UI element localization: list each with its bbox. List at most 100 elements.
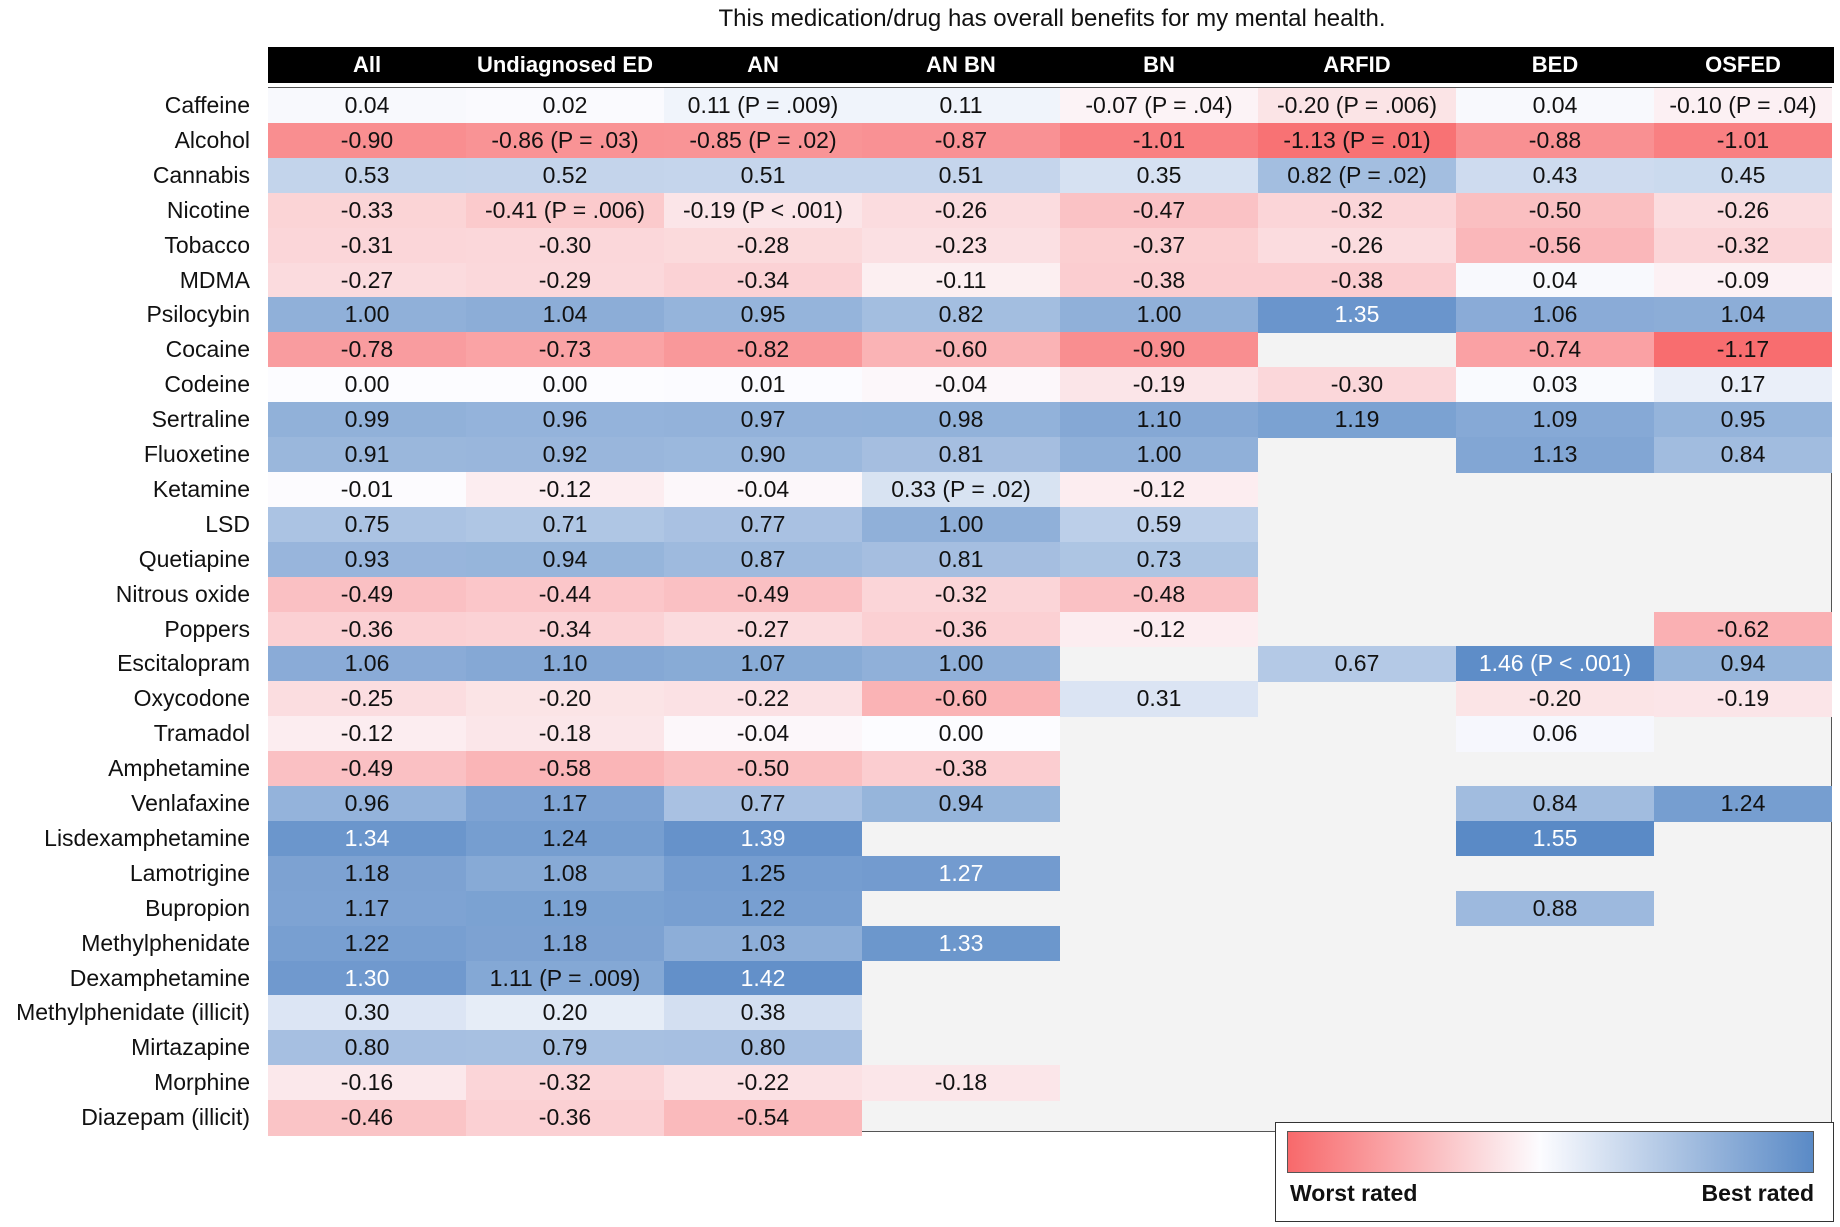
cell-value-label: 0.11 (939, 92, 983, 118)
cell-value-label: 0.88 (1532, 894, 1578, 921)
cell-value-label: 0.87 (740, 545, 786, 572)
heatmap-cell (268, 786, 466, 822)
heatmap-cell (1456, 88, 1654, 124)
cell-value-label: 1.10 (542, 650, 588, 677)
heatmap-cell (1258, 297, 1456, 333)
heatmap-cell (466, 122, 664, 159)
heatmap-cell (1456, 227, 1654, 264)
cell-value-label: 1.19 (1334, 406, 1380, 433)
heatmap-cell (664, 402, 862, 438)
heatmap-cell (268, 1100, 466, 1136)
cell-value-label: -0.09 (1716, 266, 1770, 293)
cell-value-label: 0.96 (344, 790, 390, 816)
heatmap-cell (1456, 367, 1654, 403)
heatmap-cell (862, 855, 1060, 892)
cell-value-label: 0.94 (938, 790, 984, 816)
heatmap-cell (1060, 297, 1258, 333)
legend-low-label: Worst rated (1290, 1180, 1418, 1206)
cell-value-label: 0.00 (938, 720, 984, 747)
heatmap-cell (1654, 122, 1832, 159)
heatmap-cell (466, 506, 664, 543)
cell-value-label: -0.73 (538, 336, 592, 363)
heatmap-cell (1654, 611, 1832, 647)
cell-value-label: -0.78 (340, 336, 394, 363)
cell-value-label: -0.18 (538, 720, 592, 747)
heatmap-cell (466, 262, 664, 298)
row-label-mirtazapine: Mirtazapine (131, 1034, 250, 1061)
cell-value-label: -0.36 (934, 615, 988, 642)
heatmap-cell (466, 88, 664, 124)
heatmap-cell (1060, 611, 1258, 647)
cell-value-label: 0.95 (1720, 406, 1766, 433)
heatmap-cell (664, 192, 862, 229)
cell-value-label: 1.04 (542, 301, 588, 328)
cell-value-label: -0.49 (736, 580, 790, 607)
cell-value-label: 0.04 (1532, 266, 1578, 293)
heatmap-cell (1456, 402, 1654, 438)
heatmap-cell (466, 332, 664, 368)
cell-value-label: 0.71 (542, 510, 588, 537)
heatmap-cell (1060, 122, 1258, 159)
heatmap-cell (862, 925, 1060, 962)
heatmap-cell (664, 437, 862, 473)
cell-value-label: 1.04 (1720, 301, 1766, 328)
heatmap-cell (268, 1065, 466, 1101)
cell-value-label: -0.26 (934, 196, 988, 223)
heatmap-cell (1258, 157, 1456, 194)
cell-value-label: -0.25 (340, 685, 394, 712)
heatmap-cell (466, 995, 664, 1031)
heatmap-cell (1060, 192, 1258, 229)
heatmap-cell (466, 297, 664, 333)
heatmap-cell (268, 88, 466, 124)
cell-value-label: -0.16 (340, 1069, 394, 1096)
heatmap-cell (664, 681, 862, 717)
heatmap-cell (862, 402, 1060, 438)
cell-value-label: 0.04 (1532, 92, 1578, 118)
row-label-cannabis: Cannabis (152, 161, 250, 188)
cell-value-label: -0.12 (1132, 475, 1186, 502)
heatmap-cell (1456, 437, 1654, 473)
cell-value-label: 0.53 (344, 161, 390, 188)
column-header-an: AN (747, 52, 779, 77)
heatmap-cell (1456, 192, 1654, 229)
heatmap-cell (664, 890, 862, 927)
cell-value-label: 0.38 (740, 999, 786, 1026)
cell-value-label: 0.03 (1532, 371, 1578, 398)
heatmap-cell (1258, 402, 1456, 438)
cell-value-label: -0.31 (340, 231, 394, 258)
cell-value-label: -0.60 (934, 336, 988, 363)
heatmap-cell (268, 576, 466, 613)
heatmap-cell (862, 437, 1060, 473)
cell-value-label: 0.81 (938, 545, 984, 572)
cell-value-label: 1.03 (740, 929, 786, 956)
cell-value-label: 0.20 (542, 999, 588, 1026)
cell-value-label: 0.84 (1720, 441, 1766, 467)
row-label-bupropion: Bupropion (145, 894, 250, 921)
heatmap-cell (466, 681, 664, 717)
heatmap-cell (466, 541, 664, 578)
cell-value-label: -1.01 (1132, 126, 1186, 153)
cell-value-label: -0.87 (934, 126, 988, 153)
heatmap-cell (268, 471, 466, 508)
cell-value-label: 0.45 (1720, 161, 1766, 188)
heatmap-cell (664, 1100, 862, 1136)
cell-value-label: -0.62 (1716, 615, 1770, 642)
row-label-lamotrigine: Lamotrigine (129, 859, 250, 886)
heatmap-cell (268, 681, 466, 717)
cell-value-label: 0.98 (938, 406, 984, 433)
heatmap-cell (268, 367, 466, 403)
heatmap-cell (1258, 227, 1456, 264)
cell-value-label: 0.91 (344, 441, 390, 467)
row-label-nicotine: Nicotine (166, 196, 250, 223)
cell-value-label: -0.27 (340, 266, 394, 293)
cell-value-label: 0.97 (740, 406, 786, 433)
heatmap-cell (1654, 227, 1832, 264)
cell-value-label: 0.80 (344, 1034, 390, 1061)
cell-value-label: -0.74 (1528, 336, 1582, 363)
cell-value-label: 1.07 (740, 650, 786, 677)
heatmap-cell (862, 332, 1060, 368)
heatmap-cell (664, 262, 862, 298)
heatmap-cell (1060, 88, 1258, 124)
row-label-fluoxetine: Fluoxetine (143, 441, 250, 467)
cell-value-label: 0.82 (938, 301, 984, 328)
